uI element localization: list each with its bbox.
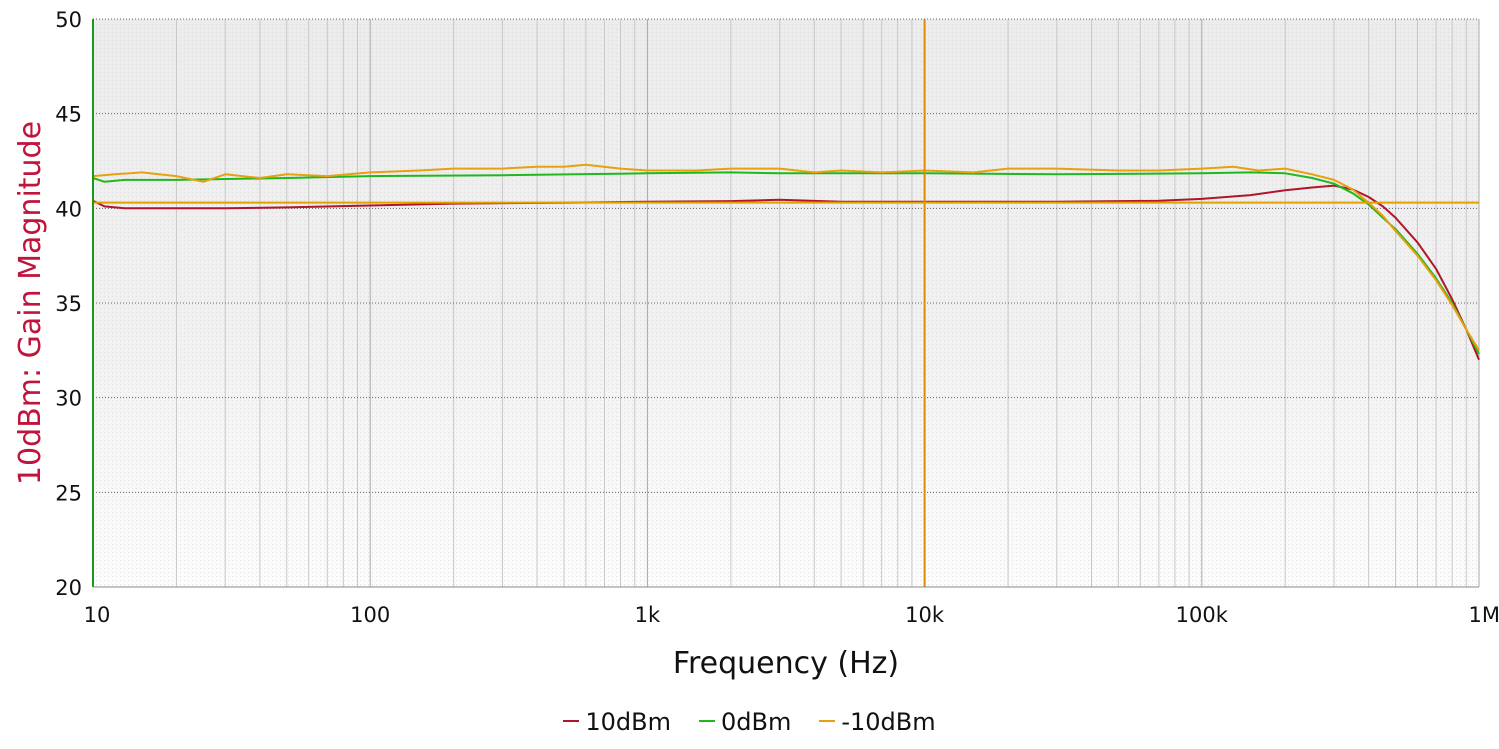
y-axis-title: 10dBm: Gain Magnitude (13, 121, 48, 485)
x-tick-label: 1M (1469, 603, 1499, 627)
series-lines (92, 163, 1480, 361)
legend-swatch (819, 720, 836, 722)
x-tick-label: 100k (1176, 603, 1229, 627)
y-tick-label: 30 (55, 387, 82, 411)
series-line (92, 171, 1480, 355)
x-tick-label: 10 (84, 603, 111, 627)
y-tick-label: 25 (55, 481, 82, 505)
series-line (92, 184, 1480, 361)
legend-swatch (698, 720, 715, 722)
legend-item: 10dBm (563, 708, 671, 736)
y-tick-label: 45 (55, 103, 82, 127)
legend: 10dBm 0dBm -10dBm (0, 708, 1499, 736)
x-tick-labels: 10 100 1k 10k 100k 1M (84, 603, 1499, 627)
x-tick-label: 1k (635, 603, 661, 627)
legend-swatch (563, 720, 580, 722)
legend-item: -10dBm (819, 708, 936, 736)
series-line (92, 163, 1480, 351)
x-tick-label: 10k (905, 603, 945, 627)
legend-label: 10dBm (585, 708, 671, 736)
x-tick-label: 100 (350, 603, 390, 627)
y-tick-label: 50 (55, 8, 82, 32)
y-tick-label: 40 (55, 197, 82, 221)
y-tick-labels: 20 25 30 35 40 45 50 (55, 8, 82, 600)
x-axis-title: Frequency (Hz) (673, 646, 899, 681)
y-tick-label: 20 (55, 576, 82, 600)
y-tick-label: 35 (55, 292, 82, 316)
reference-lines (93, 19, 1479, 587)
legend-label: -10dBm (841, 708, 936, 736)
legend-label: 0dBm (720, 708, 792, 736)
legend-item: 0dBm (698, 708, 792, 736)
